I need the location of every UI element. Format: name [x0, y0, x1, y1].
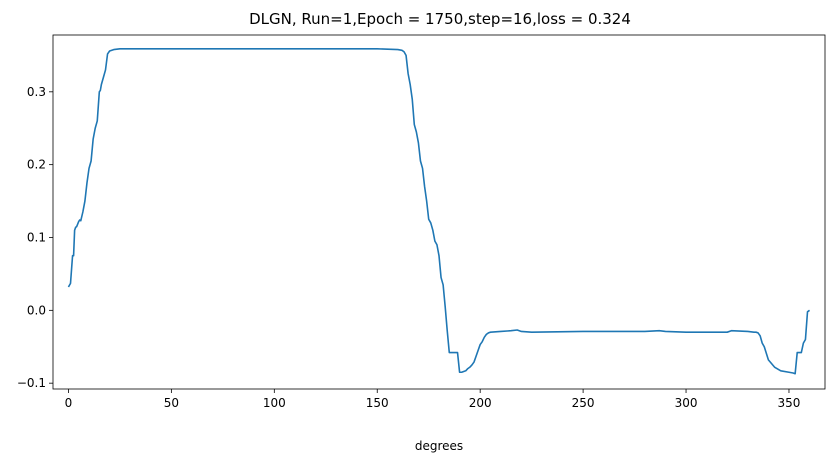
plot-frame [52, 34, 826, 390]
x-tick-label: 100 [263, 396, 286, 410]
plot-area: 0 50 100 150 200 250 300 350 −0.1 0.0 0.1 0.2 0.3 [17, 34, 826, 410]
y-tick-label: −0.1 [17, 376, 46, 390]
series-line [67, 48, 811, 375]
x-tick-label: 350 [778, 396, 801, 410]
x-axis-ticks: 0 50 100 150 200 250 300 350 [65, 389, 801, 410]
x-tick-label: 150 [366, 396, 389, 410]
x-tick-label: 0 [65, 396, 73, 410]
y-tick-label: 0.1 [27, 230, 46, 244]
x-tick-label: 250 [572, 396, 595, 410]
chart-title: DLGN, Run=1,Epoch = 1750,step=16,loss = … [249, 10, 631, 28]
y-tick-label: 0.2 [27, 158, 46, 172]
y-tick-label: 0.3 [27, 85, 46, 99]
x-tick-label: 300 [675, 396, 698, 410]
x-tick-label: 50 [164, 396, 179, 410]
y-axis-ticks: −0.1 0.0 0.1 0.2 0.3 [17, 85, 53, 390]
x-tick-label: 200 [469, 396, 492, 410]
y-tick-label: 0.0 [27, 303, 46, 317]
x-axis-label: degrees [415, 439, 463, 453]
